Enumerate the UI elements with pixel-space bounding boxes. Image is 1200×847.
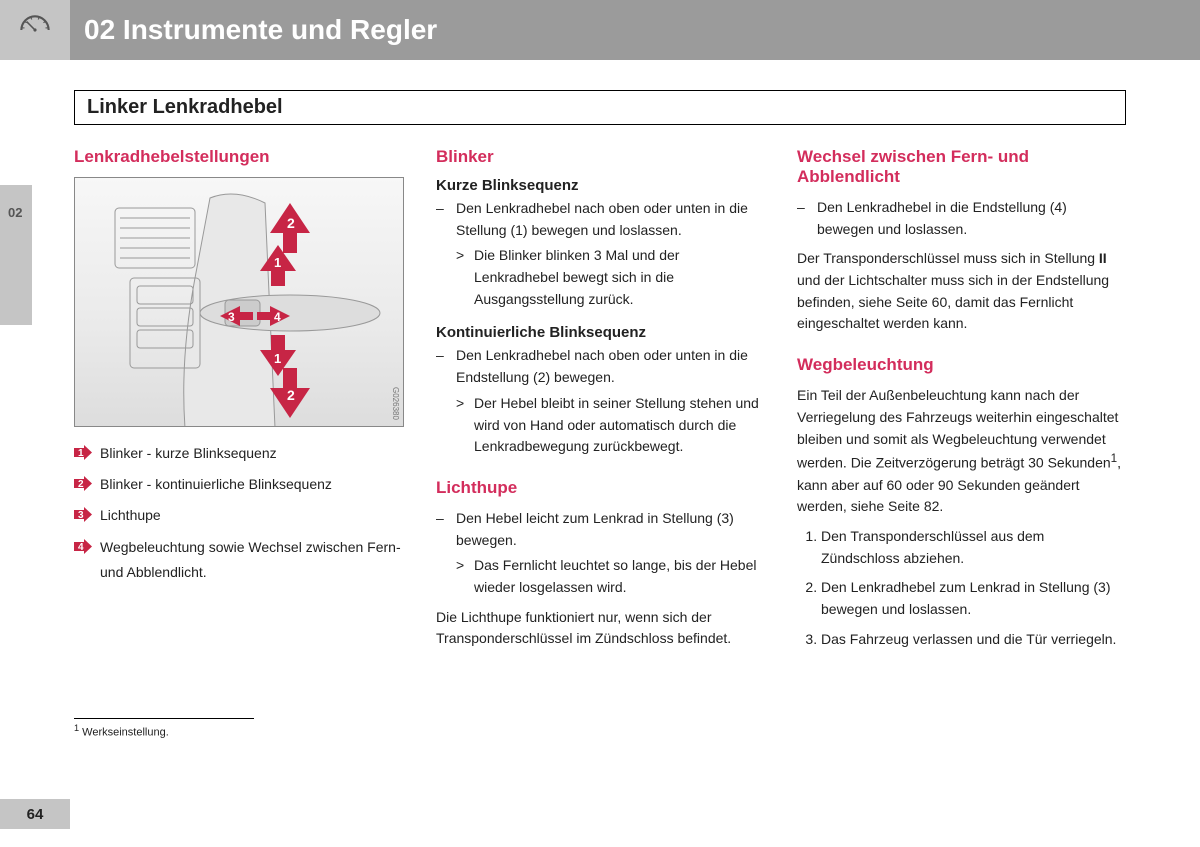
dash-item: –Den Hebel leicht zum Lenkrad in Stellun… — [436, 508, 765, 551]
legend-arrow-icon: 4 — [74, 539, 92, 554]
legend-arrow-icon: 1 — [74, 445, 92, 460]
col2-h2: Lichthupe — [436, 478, 765, 498]
svg-text:4: 4 — [274, 310, 281, 324]
content-columns: Lenkradhebelstellungen 2 1 3 — [74, 147, 1126, 658]
body-text: Ein Teil der Außenbeleuchtung kann nach … — [797, 385, 1126, 518]
body-text: Die Blinker blinken 3 Mal und der Lenkra… — [474, 247, 679, 306]
column-1: Lenkradhebelstellungen 2 1 3 — [74, 147, 404, 658]
svg-text:4: 4 — [78, 542, 84, 553]
dash-item: –Den Lenkradhebel nach oben oder unten i… — [436, 198, 765, 241]
col3-h2: Wegbeleuchtung — [797, 355, 1126, 375]
col2-sub2: Kontinuierliche Blinksequenz — [436, 324, 765, 341]
side-tab-number: 02 — [8, 205, 22, 220]
list-item: Den Lenkradhebel zum Lenkrad in Stellung… — [821, 577, 1126, 620]
lever-diagram: 2 1 3 4 1 2 — [75, 178, 404, 427]
figure-code: G026380 — [391, 387, 400, 420]
col3-h1: Wechsel zwischen Fern- und Abblendlicht — [797, 147, 1126, 187]
section-title-box: Linker Lenkradhebel — [74, 90, 1126, 125]
sub-item: >Die Blinker blinken 3 Mal und der Lenkr… — [436, 245, 765, 310]
gauge-icon — [14, 9, 56, 51]
svg-text:3: 3 — [228, 310, 235, 324]
footnote-rule — [74, 718, 254, 719]
list-item: Das Fahrzeug verlassen und die Tür verri… — [821, 629, 1126, 651]
body-text: Der Transponderschlüssel muss sich in St… — [797, 248, 1126, 335]
col2-sub1: Kurze Blinksequenz — [436, 177, 765, 194]
figure-legend: 1 Blinker - kurze Blinksequenz 2 Blinker -… — [74, 441, 404, 585]
col2-h1: Blinker — [436, 147, 765, 167]
svg-text:1: 1 — [274, 351, 281, 366]
legend-text: Blinker - kurze Blinksequenz — [100, 441, 277, 466]
body-text: Der Hebel bleibt in seiner Stellung steh… — [474, 395, 759, 454]
dash-item: –Den Lenkradhebel nach oben oder unten i… — [436, 345, 765, 388]
page-header: 02 Instrumente und Regler — [0, 0, 1200, 60]
column-3: Wechsel zwischen Fern- und Abblendlicht … — [797, 147, 1126, 658]
legend-text: Lichthupe — [100, 503, 161, 528]
body-text: Den Lenkradhebel in die Endstellung (4) … — [817, 199, 1067, 237]
body-text: Den Lenkradhebel nach oben oder unten in… — [456, 200, 748, 238]
legend-item: 2 Blinker - kontinuierliche Blinksequenz — [74, 472, 404, 497]
sub-item: >Der Hebel bleibt in seiner Stellung ste… — [436, 393, 765, 458]
svg-text:1: 1 — [274, 255, 281, 270]
footnote: 1 Werkseinstellung. — [74, 723, 1200, 739]
svg-text:2: 2 — [78, 479, 84, 490]
gauge-icon-box — [0, 0, 70, 60]
list-item: Den Transponderschlüssel aus dem Zündsch… — [821, 526, 1126, 569]
svg-text:1: 1 — [78, 448, 84, 459]
chapter-title: 02 Instrumente und Regler — [84, 14, 437, 46]
legend-arrow-icon: 2 — [74, 476, 92, 491]
col1-heading: Lenkradhebelstellungen — [74, 147, 404, 167]
column-2: Blinker Kurze Blinksequenz –Den Lenkradh… — [436, 147, 765, 658]
section-title: Linker Lenkradhebel — [87, 96, 1113, 119]
lever-figure: 2 1 3 4 1 2 G026380 — [74, 177, 404, 427]
legend-text: Blinker - kontinuierliche Blinksequenz — [100, 472, 332, 497]
ordered-list: Den Transponderschlüssel aus dem Zündsch… — [797, 526, 1126, 650]
svg-text:3: 3 — [78, 510, 84, 521]
sub-item: >Das Fernlicht leuchtet so lange, bis de… — [436, 555, 765, 598]
legend-item: 4 Wegbeleuchtung sowie Wechsel zwischen F… — [74, 535, 404, 585]
side-tab: 02 — [0, 185, 32, 325]
legend-arrow-icon: 3 — [74, 507, 92, 522]
body-text: Das Fernlicht leuchtet so lange, bis der… — [474, 557, 756, 595]
body-text: Den Lenkradhebel nach oben oder unten in… — [456, 347, 748, 385]
dash-item: –Den Lenkradhebel in die Endstellung (4)… — [797, 197, 1126, 240]
body-text: Den Hebel leicht zum Lenkrad in Stellung… — [456, 510, 734, 548]
svg-text:2: 2 — [287, 215, 295, 231]
page-number-box: 64 — [0, 799, 70, 829]
legend-text: Wegbeleuchtung sowie Wechsel zwischen Fe… — [100, 535, 404, 585]
body-text: Die Lichthupe funktioniert nur, wenn sic… — [436, 607, 765, 650]
svg-text:2: 2 — [287, 387, 295, 403]
legend-item: 1 Blinker - kurze Blinksequenz — [74, 441, 404, 466]
page-number: 64 — [27, 806, 44, 823]
legend-item: 3 Lichthupe — [74, 503, 404, 528]
